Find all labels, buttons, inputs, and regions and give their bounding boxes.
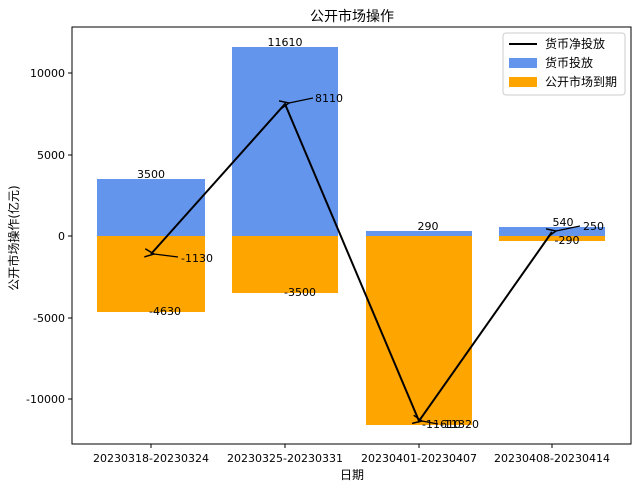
bar-maturity-2: [366, 236, 472, 425]
label-neg-1: -3500: [284, 286, 316, 299]
annotation-arrow-3: [556, 225, 581, 231]
legend-patch-icon: [509, 58, 537, 68]
label-net-3: 250: [583, 220, 604, 233]
label-pos-2: 290: [418, 220, 439, 233]
x-axis: 20230318-20230324 20230325-20230331 2023…: [93, 444, 610, 482]
y-axis-label: 公开市场操作(亿元): [6, 185, 21, 290]
xtick-label: 20230325-20230331: [227, 452, 343, 465]
label-net-1: 8110: [315, 92, 343, 105]
bar-maturity-3: [499, 236, 605, 241]
label-net-0: -1130: [181, 252, 213, 265]
series-money-injection: [97, 47, 605, 236]
label-net-2: -11320: [440, 418, 479, 431]
annotation-arrow-2: [422, 421, 439, 425]
legend: 货币净投放 货币投放 公开市场到期: [502, 32, 626, 96]
annotation-arrow-0: [154, 254, 179, 257]
label-pos-0: 3500: [137, 168, 165, 181]
ytick-label: 0: [58, 230, 65, 243]
label-neg-3: -290: [555, 234, 580, 247]
bar-injection-0: [97, 179, 205, 236]
y-axis: 10000 5000 0 -5000 -10000 公开市场操作(亿元): [6, 67, 72, 406]
ytick-label: -5000: [33, 312, 65, 325]
label-neg-0: -4630: [149, 305, 181, 318]
xtick-label: 20230408-20230414: [494, 452, 610, 465]
label-pos-3: 540: [553, 216, 574, 229]
bar-injection-1: [232, 47, 338, 236]
bar-maturity-0: [97, 236, 205, 312]
ytick-label: 10000: [30, 67, 65, 80]
legend-label: 公开市场到期: [545, 74, 617, 89]
ytick-label: -10000: [26, 393, 65, 406]
xtick-label: 20230318-20230324: [93, 452, 209, 465]
net-injection-line: [150, 102, 553, 424]
legend-label: 货币投放: [545, 55, 593, 70]
x-axis-label: 日期: [340, 468, 364, 482]
series-maturity: [97, 236, 605, 425]
bar-maturity-1: [232, 236, 338, 293]
annotation-arrow-1: [289, 97, 314, 103]
bar-injection-2: [366, 231, 472, 236]
chart-title: 公开市场操作: [310, 8, 394, 25]
legend-patch-icon: [509, 77, 537, 87]
label-pos-1: 11610: [268, 36, 303, 49]
ytick-label: 5000: [37, 149, 65, 162]
xtick-label: 20230401-20230407: [361, 452, 477, 465]
label-neg-2: -11610: [422, 418, 461, 431]
legend-label: 货币净投放: [545, 36, 605, 51]
